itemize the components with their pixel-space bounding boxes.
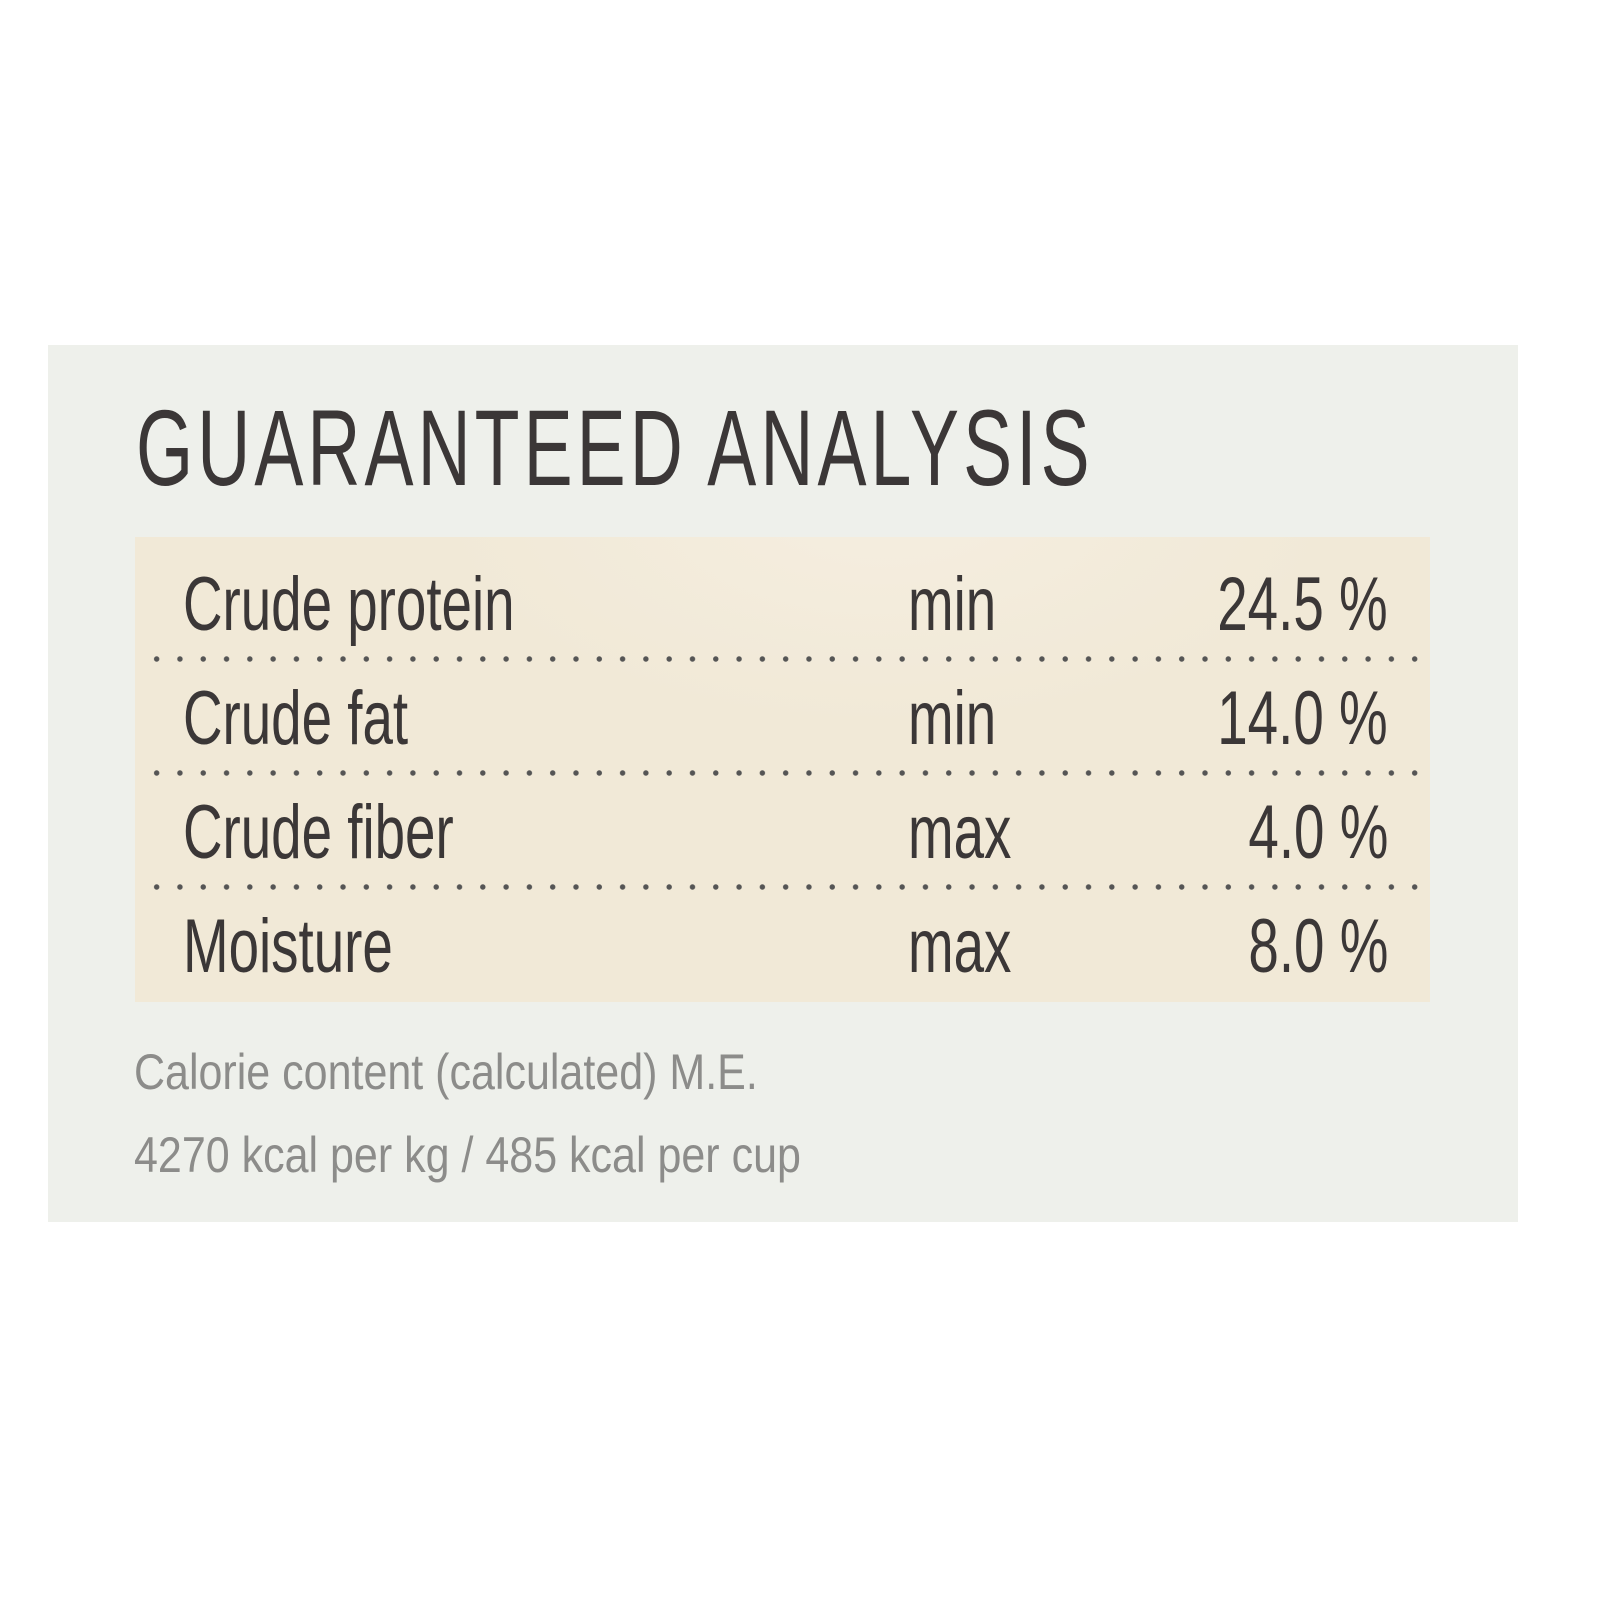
page-title: GUARANTEED ANALYSIS	[136, 387, 1094, 508]
qualifier: min	[908, 562, 997, 647]
dotted-divider	[145, 655, 1420, 663]
table-row: Crude protein min 24.5 %	[135, 545, 1430, 663]
analysis-table: Crude protein min 24.5 % Crude fat min 1…	[135, 537, 1430, 1002]
calorie-heading: Calorie content (calculated) M.E.	[134, 1044, 758, 1100]
table-row: Crude fat min 14.0 %	[135, 659, 1430, 777]
nutrient-name: Crude fat	[183, 676, 409, 761]
value: 8.0 %	[1248, 904, 1388, 989]
table-row: Moisture max 8.0 %	[135, 887, 1430, 1001]
qualifier: max	[908, 904, 1012, 989]
dotted-divider	[145, 883, 1420, 891]
value: 4.0 %	[1248, 790, 1388, 875]
calorie-values: 4270 kcal per kg / 485 kcal per cup	[134, 1127, 801, 1183]
value: 14.0 %	[1217, 676, 1388, 761]
dotted-divider	[145, 769, 1420, 777]
qualifier: min	[908, 676, 997, 761]
qualifier: max	[908, 790, 1012, 875]
nutrient-name: Crude protein	[183, 562, 515, 647]
value: 24.5 %	[1217, 562, 1388, 647]
nutrient-name: Crude fiber	[183, 790, 454, 875]
table-row: Crude fiber max 4.0 %	[135, 773, 1430, 891]
nutrient-name: Moisture	[183, 904, 393, 989]
